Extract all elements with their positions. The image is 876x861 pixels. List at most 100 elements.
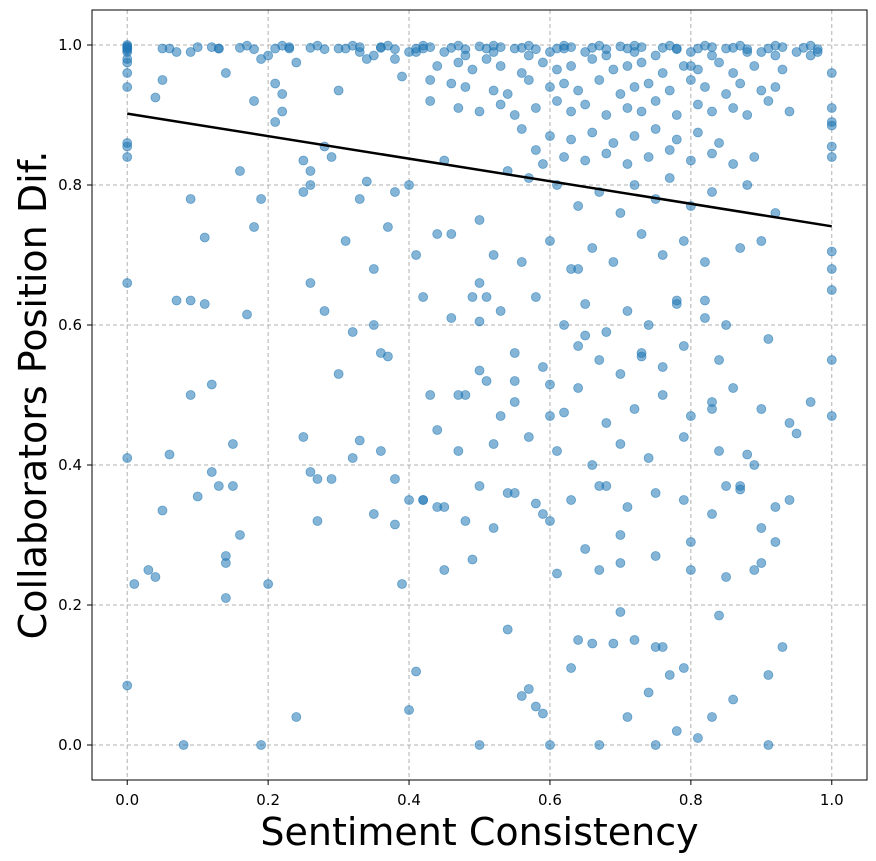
- data-point: [516, 68, 527, 78]
- data-point: [608, 138, 619, 148]
- data-point: [516, 257, 527, 267]
- data-point: [383, 40, 393, 51]
- data-point: [728, 68, 739, 78]
- data-point: [523, 40, 534, 51]
- data-point: [714, 355, 724, 365]
- data-point: [481, 54, 492, 64]
- data-point: [749, 61, 760, 71]
- data-point: [538, 509, 548, 519]
- data-point: [305, 467, 316, 477]
- data-point: [319, 306, 330, 316]
- data-point: [383, 222, 393, 232]
- data-point: [826, 411, 837, 421]
- data-point: [509, 376, 520, 386]
- data-point: [298, 432, 309, 442]
- data-point: [742, 180, 753, 190]
- data-point: [467, 554, 478, 565]
- data-point: [164, 449, 175, 460]
- data-point: [756, 558, 767, 568]
- data-point: [192, 42, 203, 52]
- data-point: [700, 40, 710, 51]
- data-point: [446, 229, 457, 239]
- data-point: [580, 330, 591, 341]
- data-point: [587, 460, 598, 470]
- data-point: [488, 40, 499, 51]
- data-point: [643, 152, 654, 162]
- data-point: [439, 502, 450, 512]
- data-point: [587, 127, 598, 138]
- data-point: [509, 397, 520, 407]
- data-point: [185, 194, 196, 204]
- data-point: [573, 85, 584, 96]
- data-point: [601, 418, 612, 428]
- data-point: [397, 71, 407, 82]
- data-point: [707, 50, 717, 61]
- data-point: [657, 250, 668, 260]
- data-point: [368, 320, 379, 330]
- data-point: [559, 40, 569, 51]
- data-point: [411, 250, 421, 260]
- data-point: [707, 712, 717, 722]
- trend-line: [127, 112, 832, 228]
- data-point: [122, 141, 133, 152]
- data-point: [770, 502, 781, 512]
- data-point: [763, 740, 774, 750]
- data-point: [545, 236, 555, 246]
- data-point: [467, 292, 478, 302]
- data-point: [714, 446, 724, 456]
- data-point: [453, 40, 464, 51]
- data-point: [573, 201, 584, 211]
- data-point: [601, 110, 612, 120]
- data-point: [566, 134, 576, 145]
- data-point: [502, 89, 513, 99]
- data-point: [530, 292, 541, 302]
- data-point: [587, 243, 598, 253]
- data-point: [826, 117, 837, 127]
- y-axis-ticks: 0.0 0.2 0.4 0.6 0.8 1.0: [58, 36, 92, 754]
- data-point: [685, 537, 696, 547]
- data-point: [291, 712, 302, 722]
- data-point: [714, 57, 724, 68]
- data-point: [700, 82, 710, 92]
- y-tick-label: 0.0: [58, 736, 82, 754]
- data-point: [354, 194, 365, 204]
- data-point: [580, 299, 591, 309]
- data-point: [509, 110, 520, 120]
- data-point: [150, 572, 161, 582]
- data-point: [587, 638, 598, 649]
- data-point: [594, 740, 605, 750]
- data-point: [340, 236, 351, 246]
- data-point: [206, 467, 217, 477]
- data-point: [256, 54, 266, 64]
- data-point: [383, 351, 393, 362]
- data-point: [756, 85, 767, 96]
- data-point: [721, 572, 731, 582]
- data-point: [685, 75, 696, 85]
- data-point: [615, 89, 626, 99]
- data-point: [277, 40, 288, 51]
- data-point: [636, 229, 647, 239]
- data-point: [538, 708, 548, 719]
- data-point: [185, 295, 196, 306]
- data-point: [566, 663, 576, 673]
- data-point: [671, 134, 682, 145]
- data-points: [122, 40, 837, 750]
- data-point: [700, 257, 710, 267]
- data-point: [615, 208, 626, 218]
- data-point: [608, 638, 619, 649]
- data-point: [298, 187, 309, 197]
- data-point: [390, 474, 400, 484]
- data-point: [650, 124, 661, 134]
- data-point: [580, 155, 591, 166]
- data-point: [206, 42, 217, 52]
- data-point: [678, 495, 689, 505]
- data-point: [474, 215, 485, 225]
- data-point: [538, 159, 548, 169]
- data-point: [467, 64, 478, 75]
- data-point: [728, 383, 739, 393]
- data-point: [495, 411, 506, 421]
- data-point: [432, 229, 443, 239]
- data-point: [770, 40, 781, 51]
- data-point: [573, 341, 584, 351]
